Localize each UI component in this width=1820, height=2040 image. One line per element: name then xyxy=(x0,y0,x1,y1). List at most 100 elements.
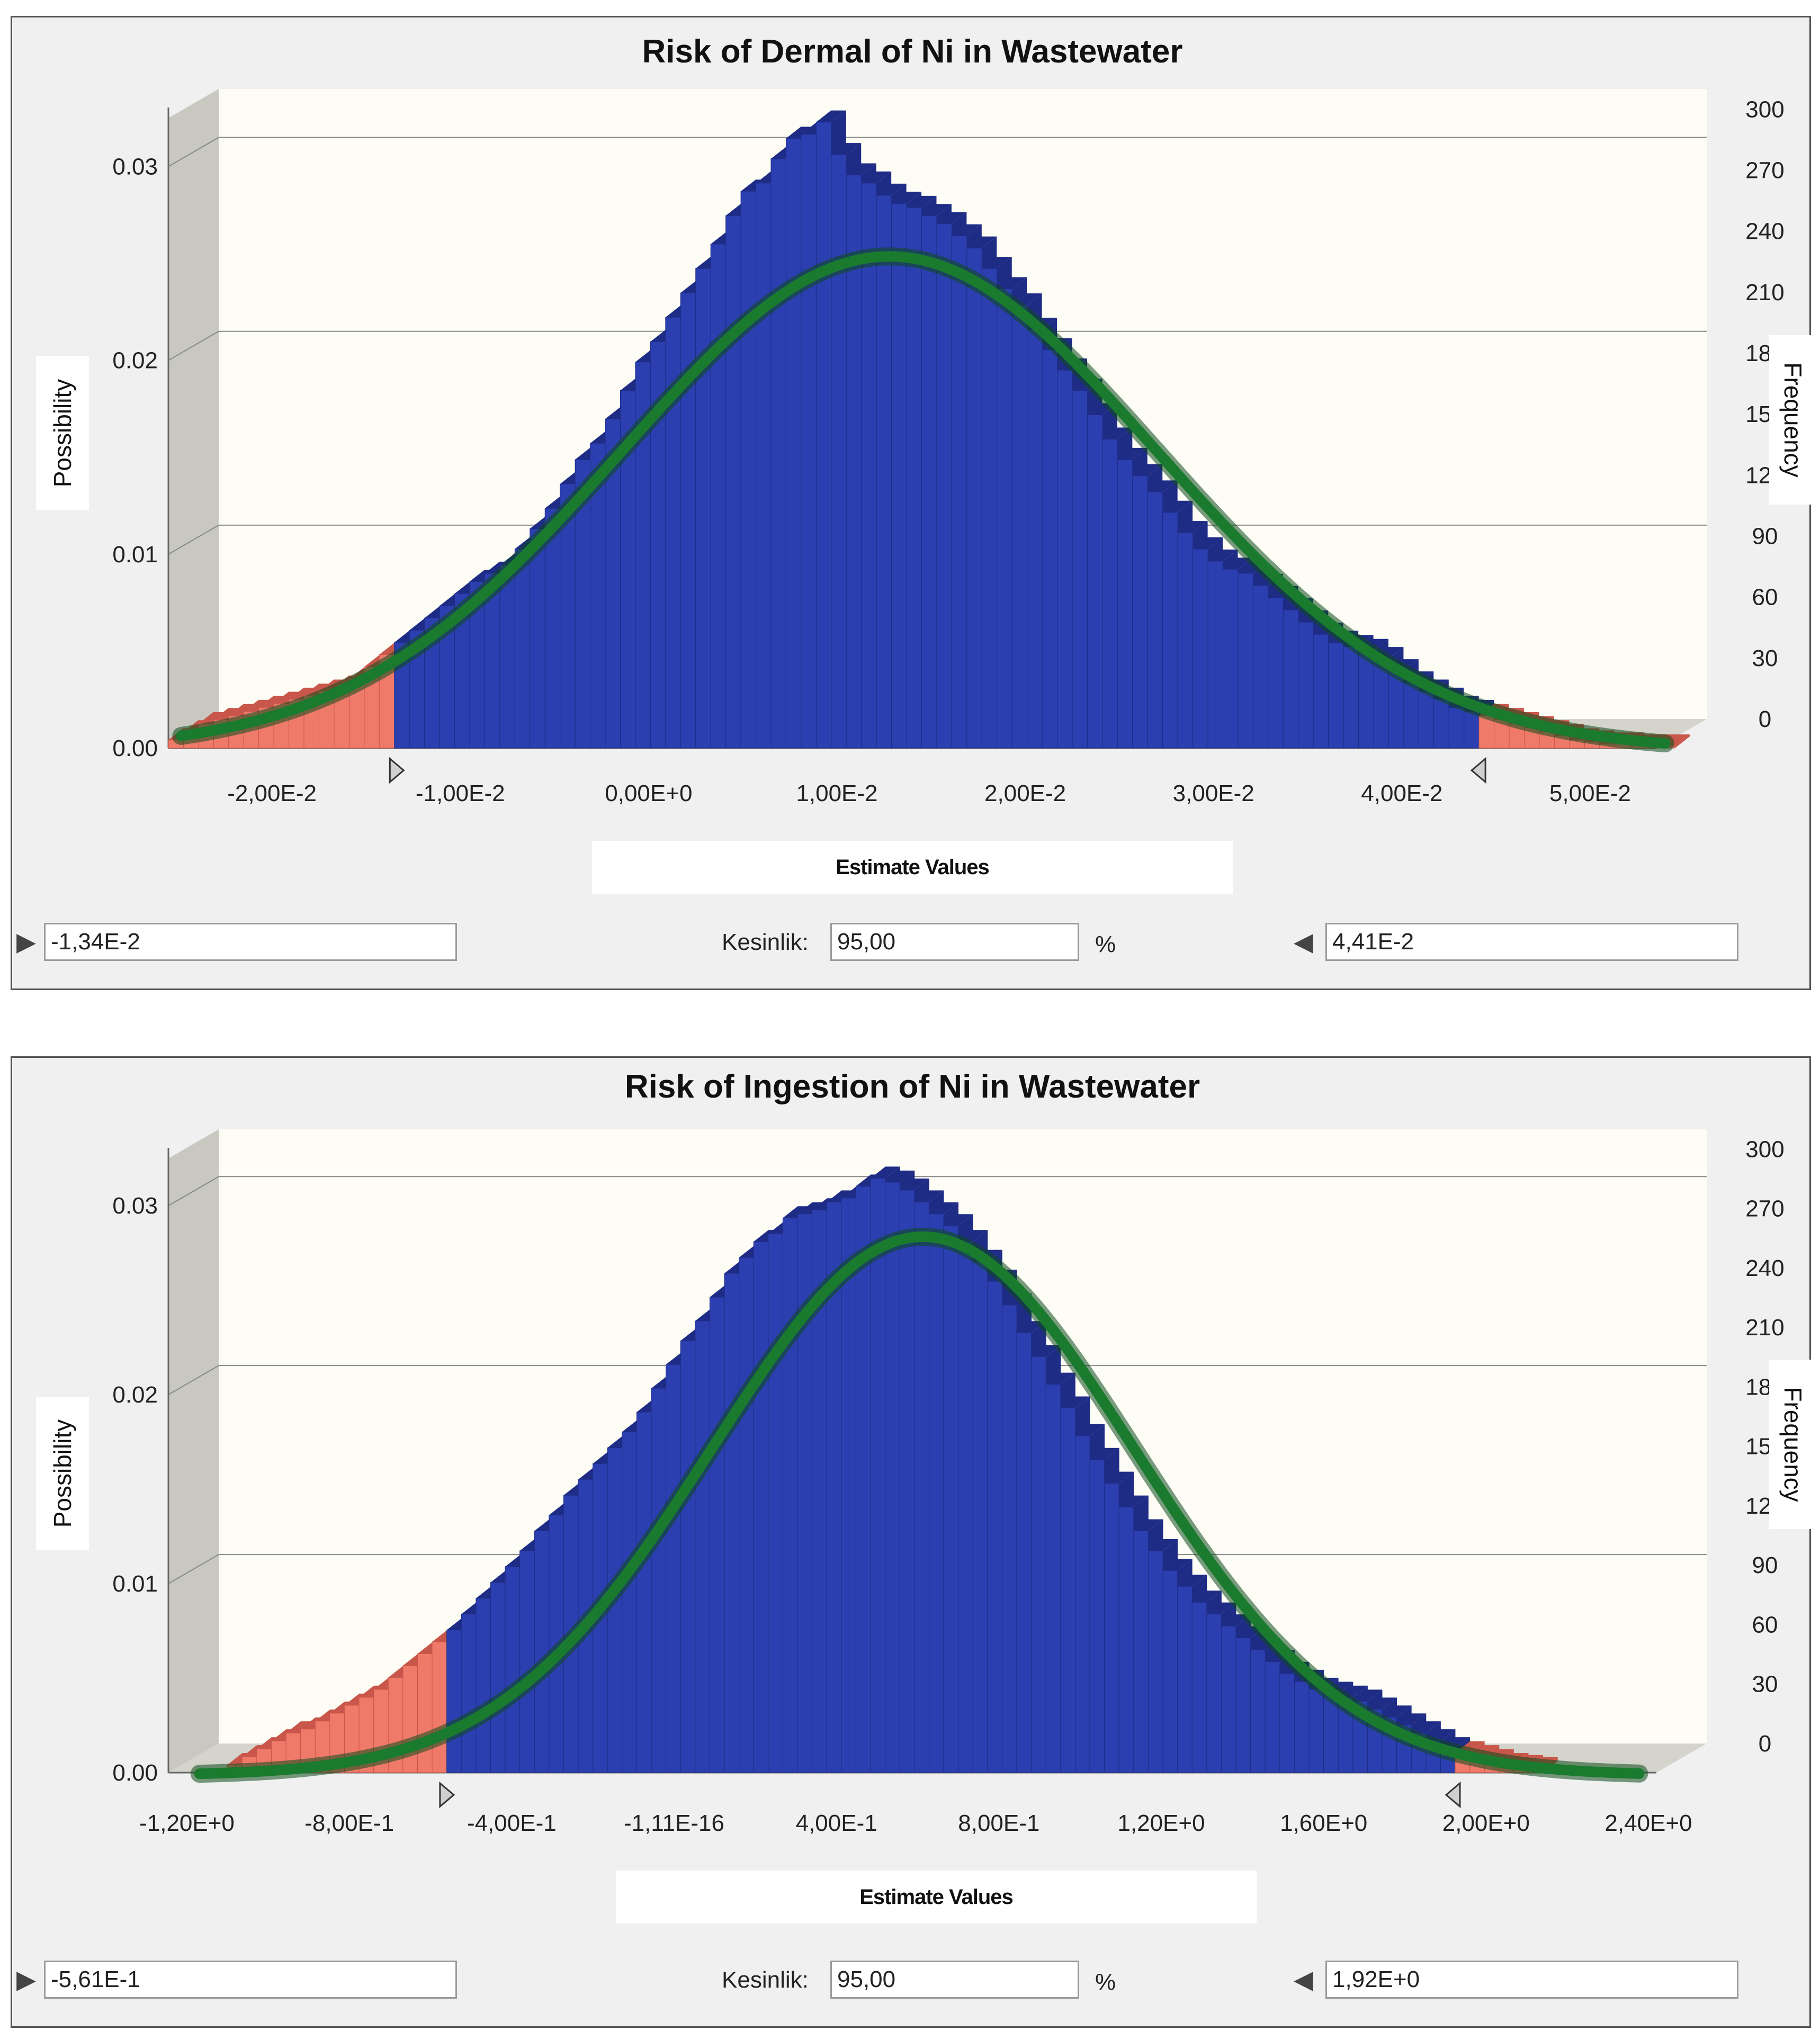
bar-top xyxy=(876,183,907,195)
bar-face xyxy=(943,1225,959,1773)
bar-face xyxy=(1328,642,1344,749)
bar-face xyxy=(1283,609,1299,749)
bar-face xyxy=(891,203,907,749)
left-wall xyxy=(168,1129,219,1773)
bar-top xyxy=(1411,1721,1441,1733)
x-tick-label: 1,60E+0 xyxy=(1280,1810,1367,1836)
bar-face xyxy=(1118,1507,1134,1773)
bar-top xyxy=(1352,1689,1383,1702)
y2-tick-label: 210 xyxy=(1745,1315,1784,1341)
chart-title: Risk of Ingestion of Ni in Wastewater xyxy=(625,1068,1200,1105)
bar-face xyxy=(1206,1614,1222,1773)
y-axis-label-text: Possibility xyxy=(49,379,76,488)
upper-bound-input[interactable] xyxy=(1325,1961,1738,1999)
bar-face xyxy=(1117,459,1133,749)
lower-bound-input[interactable] xyxy=(44,923,457,961)
bar-top xyxy=(1046,1372,1075,1385)
lower-bound-marker-icon[interactable]: ▶ xyxy=(16,1966,36,1994)
bar-face xyxy=(1177,1586,1193,1773)
bar-face xyxy=(1087,414,1103,749)
bar-face xyxy=(936,223,952,749)
bar-face xyxy=(1147,1550,1163,1773)
bar-face xyxy=(1207,561,1224,749)
bar-face xyxy=(1268,597,1284,749)
bar-face xyxy=(1102,439,1118,749)
bar-face xyxy=(1308,1689,1324,1773)
y-axis-label: Possibility xyxy=(36,1397,89,1550)
upper-bound-slider-icon[interactable] xyxy=(1445,1781,1461,1809)
bar-face xyxy=(966,248,982,749)
bar-top xyxy=(982,257,1012,269)
gridline-side xyxy=(168,330,219,361)
y2-tick-label: 30 xyxy=(1752,645,1778,671)
bar-face xyxy=(534,1530,550,1773)
lower-bound-slider-icon[interactable] xyxy=(389,757,405,784)
bar-face xyxy=(1252,585,1269,749)
bar-top xyxy=(900,1178,929,1190)
bar-top xyxy=(1104,1471,1134,1484)
dermal-chart-panel: Risk of Dermal of Ni in Wastewater 0.00 0… xyxy=(11,16,1817,990)
bar-face xyxy=(519,1550,535,1773)
bar-face xyxy=(446,1630,462,1773)
bar-top xyxy=(1133,1519,1163,1531)
bar-top xyxy=(936,212,967,224)
bar-face xyxy=(695,268,711,749)
y-tick-label: 0.00 xyxy=(112,1760,158,1786)
bar-face xyxy=(1104,1483,1119,1773)
upper-bound-slider-icon[interactable] xyxy=(1470,757,1486,784)
bar-face xyxy=(958,1241,973,1773)
y-tick-label: 0.01 xyxy=(112,542,158,568)
x-tick-label: -1,20E+0 xyxy=(139,1810,235,1836)
bar-face xyxy=(1238,573,1253,749)
lower-bound-slider-icon[interactable] xyxy=(439,1781,455,1809)
bar-top xyxy=(891,192,922,204)
bar-face xyxy=(1162,512,1178,749)
bar-top xyxy=(1206,1602,1236,1614)
bar-top xyxy=(966,236,997,248)
bar-face xyxy=(739,1257,754,1773)
bar-top xyxy=(1382,1705,1412,1718)
bar-face xyxy=(885,1182,900,1773)
bar-top xyxy=(1102,427,1133,439)
upper-bound-marker-icon[interactable]: ◀ xyxy=(1294,928,1313,956)
bar-top xyxy=(846,163,876,175)
bar-face xyxy=(499,565,515,749)
bar-top xyxy=(871,1166,900,1179)
bar-face xyxy=(876,195,892,749)
bar-face xyxy=(709,1297,725,1773)
bar-face xyxy=(1343,646,1359,749)
bar-face xyxy=(1060,1407,1075,1773)
kesinlik-input[interactable] xyxy=(830,1961,1079,1999)
lower-bound-marker-icon[interactable]: ▶ xyxy=(16,928,36,956)
lower-bound-input[interactable] xyxy=(44,1961,457,1999)
bar-face xyxy=(505,1566,521,1773)
bar-top xyxy=(1396,1713,1427,1726)
y2-tick-label: 30 xyxy=(1752,1671,1778,1697)
x-axis-label: Estimate Values xyxy=(616,1871,1257,1924)
bar-face xyxy=(636,1412,652,1773)
y2-tick-label: 60 xyxy=(1752,1612,1778,1638)
bar-top xyxy=(921,204,952,216)
kesinlik-label: Kesinlik: xyxy=(722,1967,809,1993)
bar-face xyxy=(622,1431,637,1773)
upper-bound-marker-icon[interactable]: ◀ xyxy=(1294,1966,1313,1994)
bar-top xyxy=(1132,464,1163,476)
bar-face xyxy=(1042,349,1058,749)
y2-tick-label: 300 xyxy=(1745,1136,1784,1162)
bar-top xyxy=(1162,500,1193,513)
y-tick-label: 0.01 xyxy=(112,1571,158,1597)
y2-axis-label-text: Frequency xyxy=(1779,1387,1807,1502)
bar-face xyxy=(870,1178,886,1773)
bar-face xyxy=(906,207,922,749)
bar-top xyxy=(1367,1697,1397,1710)
upper-bound-input[interactable] xyxy=(1325,923,1738,961)
y-tick-label: 0.02 xyxy=(112,348,158,374)
gridline-side xyxy=(168,1365,219,1396)
x-tick-label: -8,00E-1 xyxy=(304,1810,394,1836)
bar-face xyxy=(987,1281,1002,1773)
y2-tick-label: 0 xyxy=(1759,1731,1771,1757)
fitted-curve xyxy=(176,251,1671,749)
bounds-row: ▶ Kesinlik: % ◀ xyxy=(12,918,1809,965)
bar-face xyxy=(831,154,847,749)
kesinlik-input[interactable] xyxy=(830,923,1079,961)
